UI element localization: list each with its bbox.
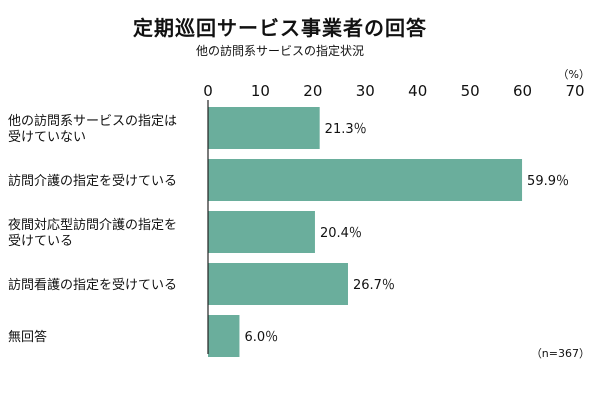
x-tick-label: 10 bbox=[251, 82, 270, 100]
value-labels: 21.3％ 59.9％ 20.4％ 26.7％ 6.0％ bbox=[244, 122, 569, 345]
category-label-line: 夜間対応型訪問介護の指定を bbox=[8, 217, 177, 233]
category-labels: 他の訪問系サービスの指定は受けていない訪問介護の指定を受けている夜間対応型訪問介… bbox=[8, 113, 177, 345]
category-label-line: 受けていない bbox=[8, 130, 86, 145]
chart-subtitle: 他の訪問系サービスの指定状況 bbox=[195, 44, 364, 58]
category-label-line: 他の訪問系サービスの指定は bbox=[8, 113, 177, 129]
x-tick-label: 20 bbox=[303, 82, 322, 100]
chart-title: 定期巡回サービス事業者の回答 bbox=[133, 16, 427, 40]
value-label: 20.4％ bbox=[320, 226, 362, 241]
category-label: 他の訪問系サービスの指定は受けていない bbox=[8, 113, 177, 145]
value-label: 26.7％ bbox=[353, 278, 395, 293]
x-tick-label: 40 bbox=[408, 82, 427, 100]
bars bbox=[208, 107, 523, 357]
category-label-line: 訪問介護の指定を受けている bbox=[8, 173, 177, 189]
value-label: 59.9％ bbox=[527, 174, 569, 189]
bar bbox=[208, 315, 240, 357]
category-label-line: 受けている bbox=[8, 234, 73, 249]
category-label-line: 訪問看護の指定を受けている bbox=[8, 277, 177, 293]
x-tick-label: 30 bbox=[356, 82, 375, 100]
bar bbox=[208, 263, 348, 305]
category-label: 訪問看護の指定を受けている bbox=[8, 277, 177, 293]
category-label-line: 無回答 bbox=[8, 329, 47, 345]
bar bbox=[208, 107, 320, 149]
x-tick-label: 0 bbox=[203, 82, 213, 100]
bar bbox=[208, 159, 523, 201]
category-label: 無回答 bbox=[8, 329, 47, 345]
category-label: 夜間対応型訪問介護の指定を受けている bbox=[8, 217, 177, 249]
x-axis-ticks: 0 10 20 30 40 50 60 70 bbox=[203, 82, 584, 100]
unit-label: （%） bbox=[558, 68, 590, 81]
x-tick-label: 60 bbox=[513, 82, 532, 100]
value-label: 21.3％ bbox=[325, 122, 367, 137]
category-label: 訪問介護の指定を受けている bbox=[8, 173, 177, 189]
x-tick-label: 50 bbox=[461, 82, 480, 100]
x-tick-label: 70 bbox=[565, 82, 584, 100]
bar bbox=[208, 211, 315, 253]
value-label: 6.0％ bbox=[244, 330, 278, 345]
sample-size-note: （n=367） bbox=[531, 347, 590, 360]
